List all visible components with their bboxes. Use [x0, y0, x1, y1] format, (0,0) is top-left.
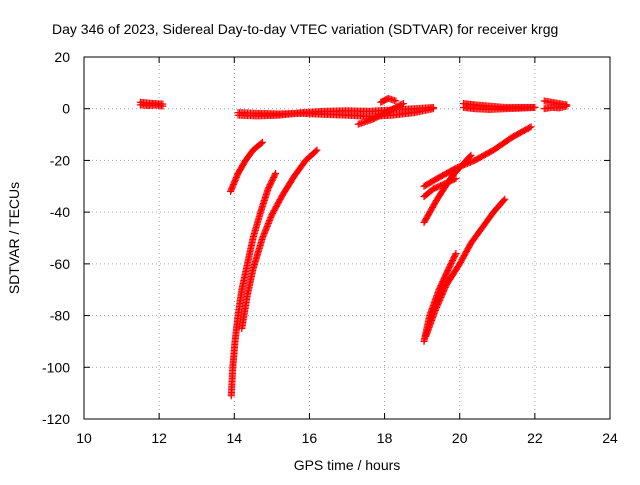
data-point	[398, 100, 406, 108]
x-tick-label: 14	[226, 430, 242, 446]
data-point	[501, 195, 509, 203]
y-axis-label: SDTVAR / TECUs	[6, 182, 22, 294]
y-tick-label: -120	[42, 411, 70, 427]
y-tick-label: 0	[62, 101, 70, 117]
y-tick-label: 20	[54, 49, 70, 65]
y-tick-label: -80	[50, 308, 70, 324]
data-points	[136, 94, 571, 400]
data-point	[451, 251, 459, 259]
axis-ticks: 10 12 14 16 18 20 22 24 -120 -100 -80 -60 -40 -20 0 20	[42, 49, 618, 446]
data-point	[429, 103, 437, 111]
data-point	[399, 100, 407, 108]
data-point	[313, 146, 321, 154]
x-tick-label: 12	[151, 430, 167, 446]
data-point	[392, 97, 400, 105]
data-point	[452, 250, 460, 258]
data-point	[159, 102, 167, 110]
data-point	[527, 123, 535, 131]
x-tick-label: 22	[527, 430, 543, 446]
x-tick-label: 10	[76, 430, 92, 446]
data-point	[451, 175, 459, 183]
x-tick-label: 18	[377, 430, 393, 446]
x-tick-label: 20	[452, 430, 468, 446]
data-point	[531, 103, 539, 111]
data-point	[500, 196, 508, 204]
x-tick-label: 16	[302, 430, 318, 446]
data-point	[452, 175, 460, 183]
plot-border	[83, 56, 611, 420]
y-tick-label: -60	[50, 256, 70, 272]
y-tick-label: -40	[50, 204, 70, 220]
data-point	[563, 102, 571, 110]
data-point	[272, 169, 280, 177]
y-tick-label: -100	[42, 359, 70, 375]
data-point	[271, 171, 279, 179]
data-point	[526, 124, 534, 132]
chart-title: Day 346 of 2023, Sidereal Day-to-day VTE…	[52, 21, 558, 37]
data-point	[257, 139, 265, 147]
y-tick-label: -20	[50, 152, 70, 168]
data-point	[258, 138, 266, 146]
data-point	[467, 151, 475, 159]
x-axis-label: GPS time / hours	[294, 457, 401, 473]
data-point	[312, 147, 320, 155]
x-tick-label: 24	[602, 430, 618, 446]
